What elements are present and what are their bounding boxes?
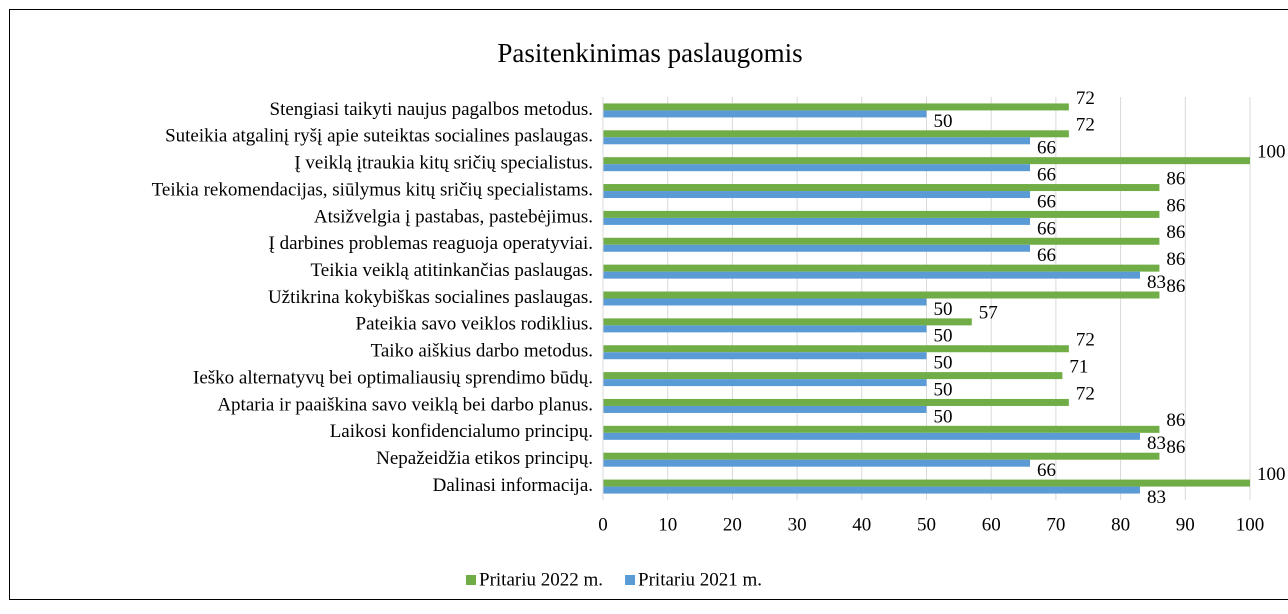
bar [603, 292, 1159, 299]
data-label: 66 [1037, 138, 1056, 159]
data-label: 50 [934, 353, 953, 374]
y-tick-label: Aptaria ir paaiškina savo veiklą bei dar… [217, 394, 593, 415]
x-tick-label: 80 [1111, 514, 1130, 535]
data-label: 86 [1166, 222, 1185, 243]
y-tick-label: Atsižvelgia į pastabas, pastebėjimus. [314, 206, 593, 227]
bar [603, 245, 1030, 252]
data-label: 50 [934, 299, 953, 320]
bar [603, 325, 927, 332]
y-tick-label: Teikia rekomendacijas, siūlymus kitų sri… [152, 179, 593, 200]
bar [603, 460, 1030, 467]
bar [603, 318, 972, 325]
y-tick-label: Suteikia atgalinį ryšį apie suteiktas so… [165, 126, 593, 147]
data-label: 66 [1037, 245, 1056, 266]
y-tick-label: Į darbines problemas reaguoja operatyvia… [269, 233, 593, 254]
data-label: 71 [1069, 356, 1088, 377]
y-tick-label: Į veiklą įtraukia kitų sričių specialist… [294, 153, 593, 174]
x-tick-label: 100 [1236, 514, 1265, 535]
bar [603, 433, 1140, 440]
bar [603, 164, 1030, 171]
data-label: 100 [1257, 142, 1286, 163]
data-label: 86 [1166, 276, 1185, 297]
bar [603, 238, 1159, 245]
y-tick-label: Taiko aiškius darbo metodus. [371, 341, 593, 362]
data-label: 72 [1076, 383, 1095, 404]
bar [603, 130, 1069, 137]
bar [603, 218, 1030, 225]
y-tick-label: Užtikrina kokybiškas socialines paslauga… [268, 287, 593, 308]
bar [603, 352, 927, 359]
data-label: 66 [1037, 191, 1056, 212]
bar [603, 191, 1030, 198]
data-label: 72 [1076, 115, 1095, 136]
data-label: 83 [1147, 487, 1166, 508]
data-label: 50 [934, 111, 953, 132]
bar [603, 157, 1250, 164]
bar [603, 487, 1140, 494]
bar [603, 372, 1062, 379]
data-label: 86 [1166, 168, 1185, 189]
bar [603, 480, 1250, 487]
legend-label: Pritariu 2021 m. [638, 569, 762, 590]
bar [603, 345, 1069, 352]
y-tick-label: Teikia veiklą atitinkančias paslaugas. [310, 260, 593, 281]
data-label: 66 [1037, 165, 1056, 186]
chart-title: Pasitenkinimas paslaugomis [497, 38, 802, 68]
x-tick-label: 0 [598, 514, 608, 535]
bar [603, 110, 927, 117]
bar [603, 426, 1159, 433]
bar [603, 137, 1030, 144]
x-tick-label: 30 [788, 514, 807, 535]
legend-label: Pritariu 2022 m. [479, 569, 603, 590]
y-tick-label: Laikosi konfidencialumo principų. [330, 421, 593, 442]
x-tick-label: 70 [1046, 514, 1065, 535]
bar [603, 265, 1159, 272]
x-tick-label: 40 [852, 514, 871, 535]
y-tick-label: Pateikia savo veiklos rodiklius. [356, 314, 593, 335]
y-tick-label: Nepažeidžia etikos principų. [376, 448, 593, 469]
y-tick-label: Stengiasi taikyti naujus pagalbos metodu… [270, 99, 594, 120]
bar [603, 399, 1069, 406]
data-label: 66 [1037, 460, 1056, 481]
x-tick-label: 50 [917, 514, 936, 535]
data-label: 83 [1147, 433, 1166, 454]
data-label: 57 [979, 303, 998, 324]
data-label: 50 [934, 326, 953, 347]
data-label: 50 [934, 406, 953, 427]
data-label: 100 [1257, 464, 1286, 485]
y-tick-label: Ieško alternatyvų bei optimaliausių spre… [193, 367, 593, 388]
x-tick-label: 20 [723, 514, 742, 535]
data-label: 86 [1166, 410, 1185, 431]
bar [603, 299, 927, 306]
x-tick-label: 90 [1176, 514, 1195, 535]
data-label: 66 [1037, 218, 1056, 239]
y-tick-label: Dalinasi informacija. [433, 475, 593, 496]
x-tick-label: 60 [982, 514, 1001, 535]
data-label: 83 [1147, 272, 1166, 293]
bar [603, 103, 1069, 110]
legend-swatch [466, 575, 476, 585]
data-label: 72 [1076, 330, 1095, 351]
bar [603, 406, 927, 413]
data-label: 72 [1076, 88, 1095, 109]
data-label: 86 [1166, 195, 1185, 216]
bar [603, 211, 1159, 218]
bar [603, 272, 1140, 279]
bar [603, 453, 1159, 460]
bar [603, 184, 1159, 191]
data-label: 86 [1166, 437, 1185, 458]
data-label: 86 [1166, 249, 1185, 270]
x-tick-label: 10 [658, 514, 677, 535]
data-label: 50 [934, 379, 953, 400]
bar [603, 379, 927, 386]
legend-swatch [625, 575, 635, 585]
